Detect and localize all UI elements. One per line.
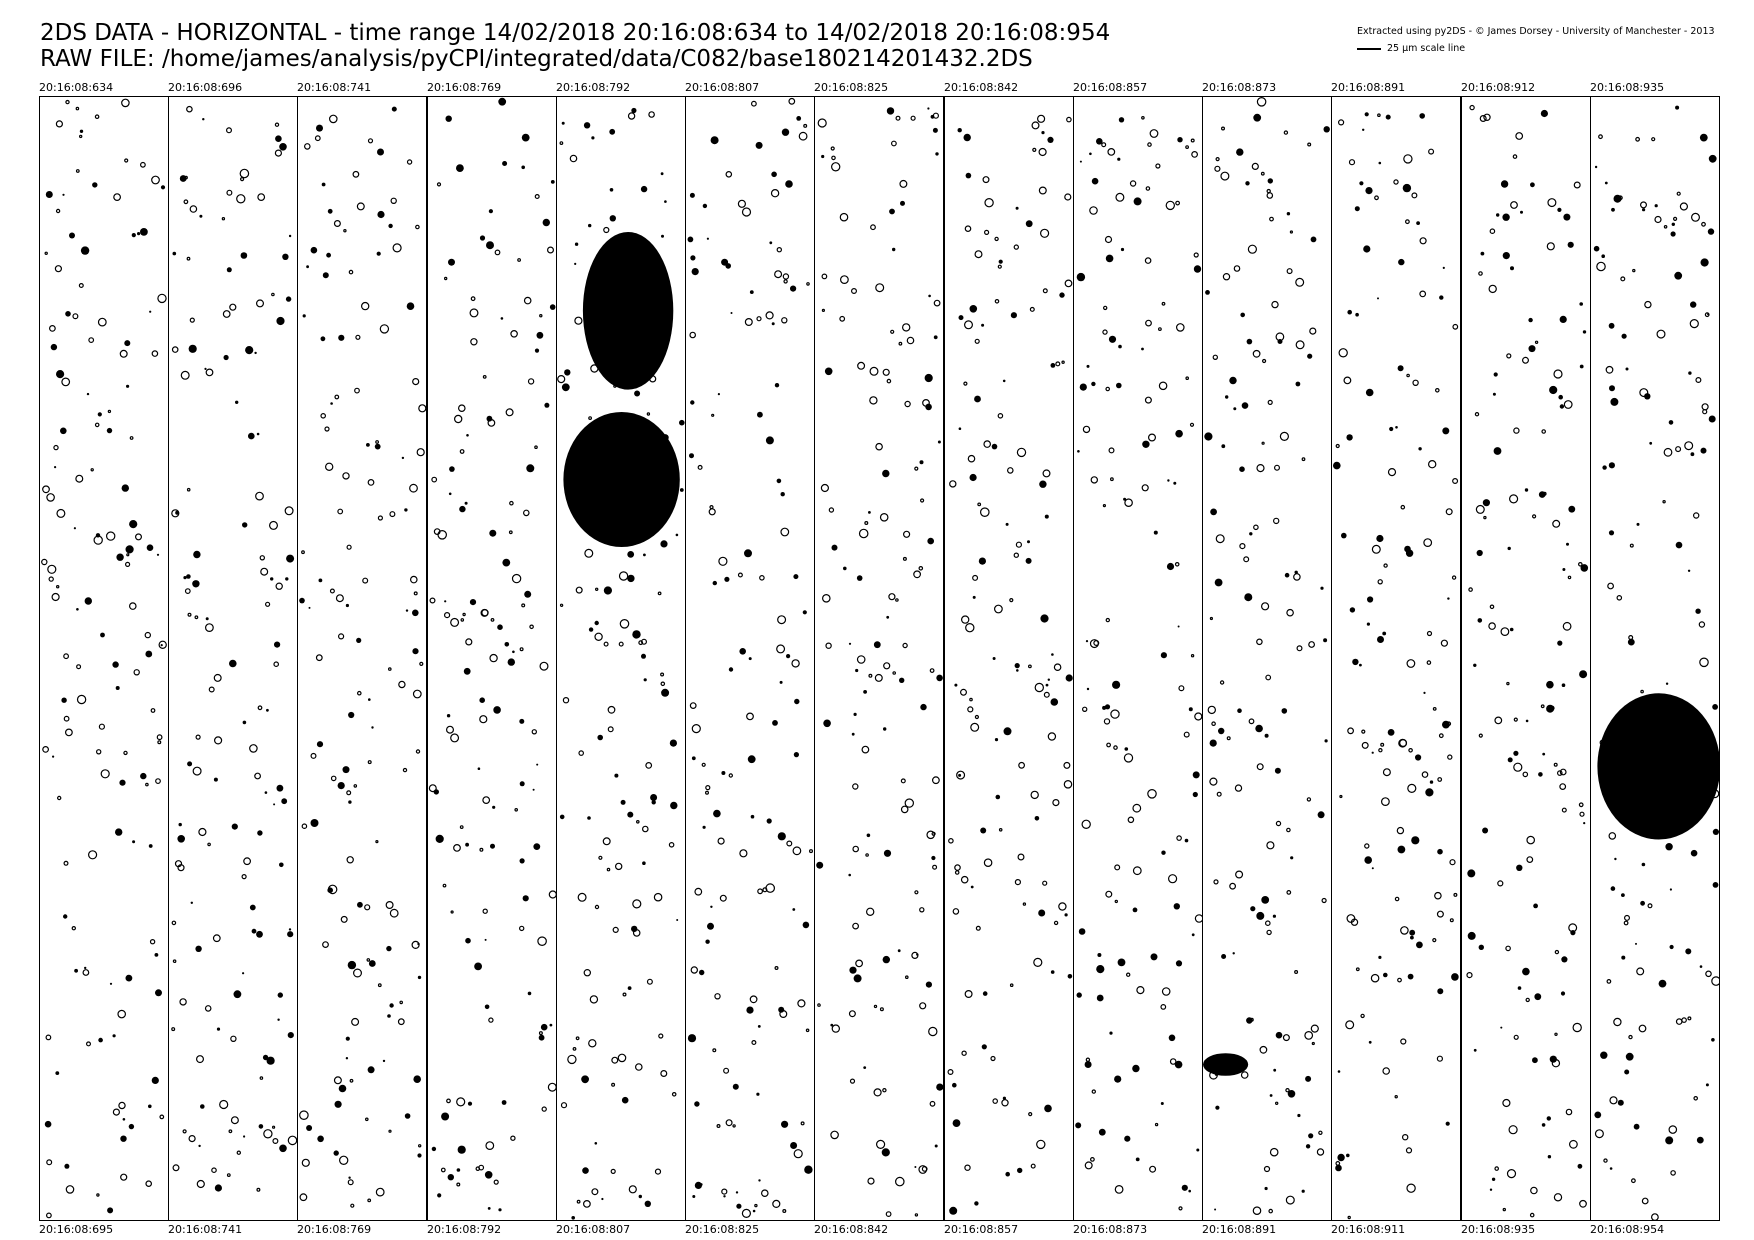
particle-strip	[944, 96, 1074, 1221]
title-line-1: 2DS DATA - HORIZONTAL - time range 14/02…	[40, 20, 1111, 46]
particle-image-canvas	[947, 114, 1073, 1215]
strip-end-time: 20:16:08:741	[168, 1223, 243, 1236]
particle-image-canvas	[816, 107, 943, 1217]
strip-start-time: 20:16:08:912	[1461, 81, 1536, 94]
strip-start-time: 20:16:08:825	[814, 81, 889, 94]
particle-image-canvas	[1075, 115, 1202, 1211]
strip-start-time: 20:16:08:842	[944, 81, 1019, 94]
title-line-2: RAW FILE: /home/james/analysis/pyCPI/int…	[40, 46, 1033, 72]
strip-end-time: 20:16:08:807	[556, 1223, 631, 1236]
particle-strip	[1461, 96, 1591, 1221]
particle-image-canvas	[1466, 104, 1589, 1218]
scale-legend: 25 µm scale line	[1357, 43, 1465, 54]
particle-strip	[1073, 96, 1203, 1221]
strip-end-time: 20:16:08:857	[944, 1223, 1019, 1236]
particle-strip	[685, 96, 815, 1221]
strip-end-time: 20:16:08:842	[814, 1223, 889, 1236]
strip-end-time: 20:16:08:935	[1461, 1223, 1536, 1236]
strip-start-time: 20:16:08:634	[39, 81, 114, 94]
strip-end-time: 20:16:08:954	[1590, 1223, 1665, 1236]
particle-strip	[297, 96, 427, 1221]
strip-start-time: 20:16:08:696	[168, 81, 243, 94]
particle-image-canvas	[1593, 105, 1719, 1220]
strip-start-time: 20:16:08:792	[556, 81, 631, 94]
strip-end-time: 20:16:08:769	[297, 1223, 372, 1236]
scale-label: 25 µm scale line	[1387, 43, 1466, 54]
particle-image-canvas	[557, 107, 685, 1220]
particle-image-canvas	[299, 106, 426, 1208]
strip-start-time: 20:16:08:741	[297, 81, 372, 94]
particle-strip	[1590, 96, 1720, 1221]
strip-start-time: 20:16:08:857	[1073, 81, 1148, 94]
particle-strip	[1331, 96, 1461, 1221]
strip-end-time: 20:16:08:911	[1331, 1223, 1406, 1236]
particle-strip	[39, 96, 169, 1221]
strip-end-time: 20:16:08:891	[1202, 1223, 1277, 1236]
scale-line-icon	[1357, 47, 1381, 50]
particle-strip	[168, 96, 298, 1221]
particle-image-canvas	[428, 97, 556, 1212]
particle-strip	[814, 96, 944, 1221]
strip-end-time: 20:16:08:695	[39, 1223, 114, 1236]
particle-image-canvas	[1203, 97, 1330, 1216]
strip-end-time: 20:16:08:792	[427, 1223, 502, 1236]
strip-start-time: 20:16:08:807	[685, 81, 760, 94]
particle-strip	[556, 96, 686, 1221]
strip-start-time: 20:16:08:891	[1331, 81, 1406, 94]
particle-strip	[1202, 96, 1332, 1221]
particle-image-canvas	[41, 98, 167, 1219]
particle-image-strips: 20:16:08:634 20:16:08:695 20:16:08:696 20:1…	[39, 81, 1720, 1236]
strip-start-time: 20:16:08:935	[1590, 81, 1665, 94]
particle-strip	[427, 96, 557, 1221]
particle-image-canvas	[1333, 112, 1459, 1220]
credit-text: Extracted using py2DS - © James Dorsey -…	[1357, 26, 1715, 37]
strip-start-time: 20:16:08:769	[427, 81, 502, 94]
strip-start-time: 20:16:08:873	[1202, 81, 1277, 94]
particle-image-canvas	[687, 97, 813, 1219]
strip-end-time: 20:16:08:873	[1073, 1223, 1148, 1236]
particle-image-canvas	[171, 105, 297, 1192]
strip-end-time: 20:16:08:825	[685, 1223, 760, 1236]
